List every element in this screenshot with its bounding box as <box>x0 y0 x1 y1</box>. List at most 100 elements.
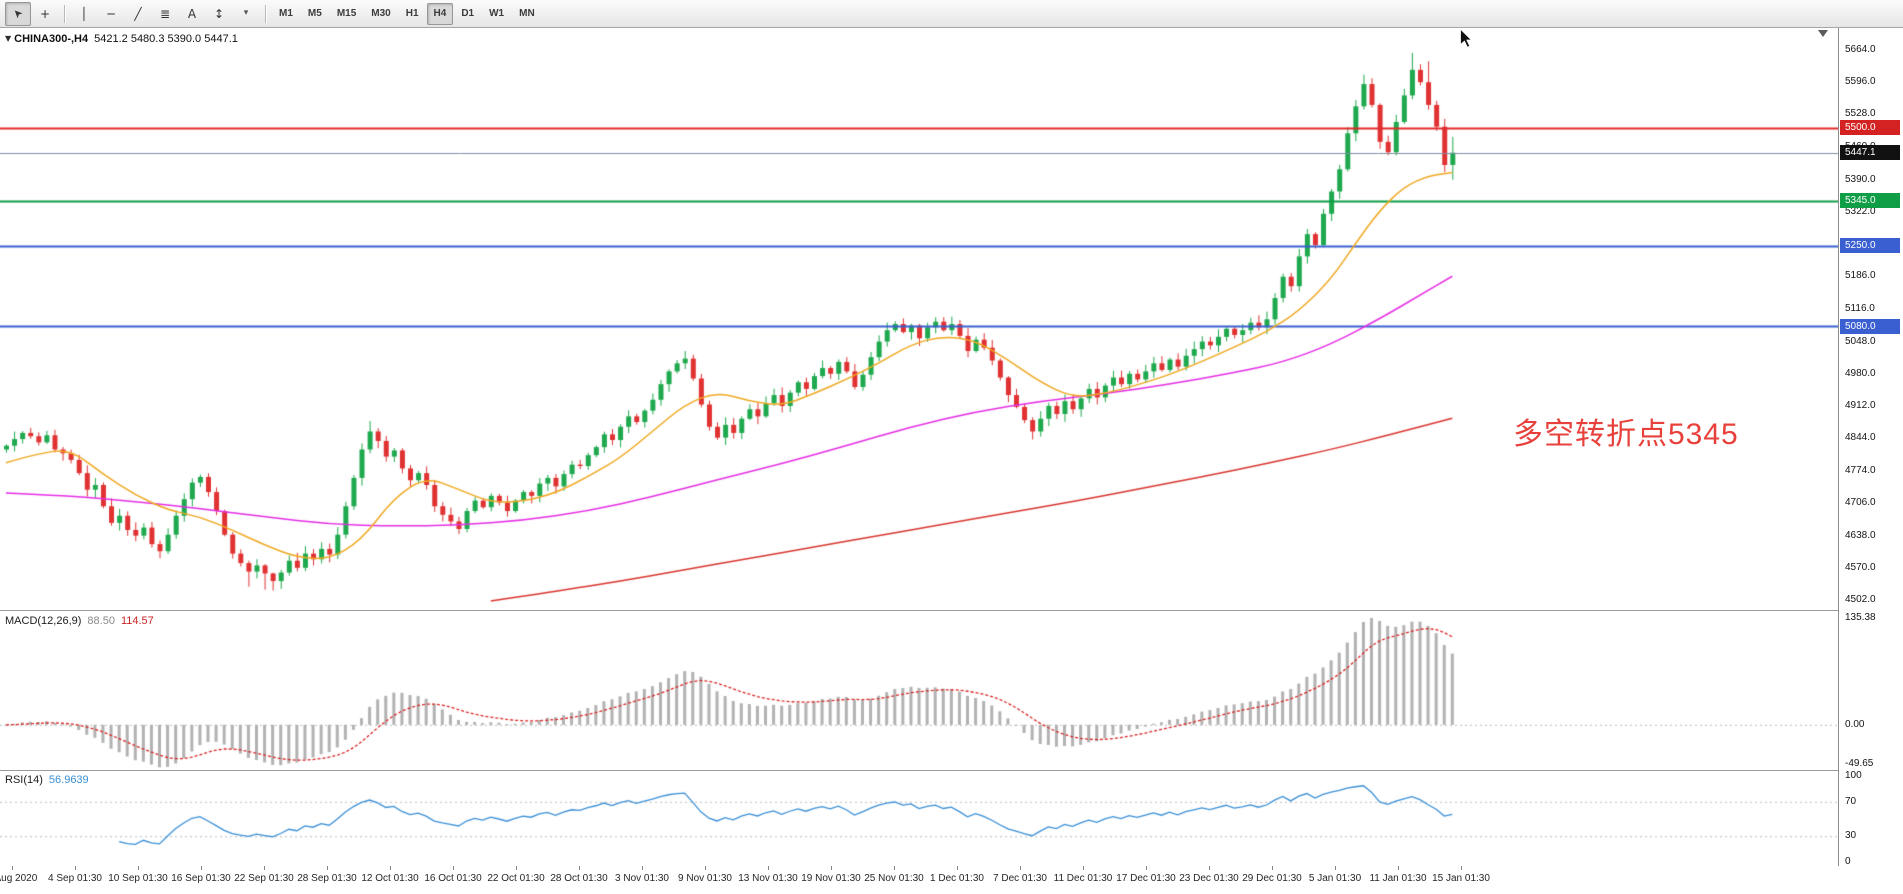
time-axis-tick <box>1083 866 1084 870</box>
timeframe-mn-button[interactable]: MN <box>519 8 535 19</box>
macd-axis-label: 0.00 <box>1845 718 1865 730</box>
panel-separator-rsi[interactable] <box>0 770 1903 771</box>
time-axis-tick <box>1461 866 1462 870</box>
rsi-axis-label: 70 <box>1845 795 1857 807</box>
price-axis-label: 5186.0 <box>1845 270 1876 282</box>
timeframe-m5-button[interactable]: M5 <box>307 8 322 19</box>
price-axis-label: 5322.0 <box>1845 205 1876 217</box>
toolbar-separator <box>265 4 266 23</box>
time-axis-tick <box>12 866 13 870</box>
time-axis-label: 5 Jan 01:30 <box>1308 873 1362 884</box>
timeframe-m30-button[interactable]: M30 <box>371 8 391 19</box>
time-axis-label: 22 Sep 01:30 <box>234 873 294 884</box>
time-axis-tick <box>1398 866 1399 870</box>
macd-signal-value: 114.57 <box>120 615 154 627</box>
trendline-icon: ╱ <box>134 6 142 21</box>
price-axis-label: 4570.0 <box>1845 561 1876 573</box>
time-axis-label: 23 Dec 01:30 <box>1179 873 1239 884</box>
price-tag-5345.0: 5345.0 <box>1840 193 1900 209</box>
tool-trendline-button[interactable]: ╱ <box>125 2 151 26</box>
time-axis-tick <box>1020 866 1021 870</box>
price-axis-label: 4638.0 <box>1845 529 1876 541</box>
timeframe-m1-button[interactable]: M1 <box>279 8 293 19</box>
macd-name: MACD(12,26,9) <box>5 615 82 627</box>
time-axis-tick <box>264 866 265 870</box>
tool-vertical-line-button[interactable]: │ <box>71 2 97 26</box>
chart-annotation: 多空转折点5345 <box>1513 418 1739 451</box>
rsi-axis-label: 0 <box>1845 856 1851 867</box>
time-axis-label: 22 Oct 01:30 <box>487 873 545 884</box>
tool-crosshair-button[interactable]: + <box>32 2 58 26</box>
tool-caret-button[interactable]: ▾ <box>233 2 259 26</box>
time-axis-label: 17 Dec 01:30 <box>1116 873 1176 884</box>
price-axis-label: 4502.0 <box>1845 594 1876 605</box>
time-axis-tick <box>579 866 580 870</box>
price-axis-label: 5048.0 <box>1845 335 1876 347</box>
timeframe-w1-button[interactable]: W1 <box>489 8 505 19</box>
time-axis-label: 1 Aug 2020 <box>0 873 38 884</box>
time-axis-label: 1 Dec 01:30 <box>930 873 984 884</box>
price-axis-label: 4774.0 <box>1845 465 1876 477</box>
tool-text-button[interactable]: A <box>179 2 205 26</box>
toolbar: ➤ + │ ─ ╱ ≣ A ↕ ▾ M1 M5 M15 M30 H1 H4 D1 W1 MN <box>0 0 1903 28</box>
macd-axis-label: 135.38 <box>1845 612 1876 623</box>
time-axis-label: 16 Oct 01:30 <box>424 873 482 884</box>
time-axis-tick <box>1272 866 1273 870</box>
timeframe-h4-button[interactable]: H4 <box>426 2 454 25</box>
time-axis-label: 16 Sep 01:30 <box>171 873 231 884</box>
time-axis-tick <box>327 866 328 870</box>
time-axis-tick <box>138 866 139 870</box>
horizontal-line-icon: ─ <box>107 6 115 21</box>
rsi-axis-label: 100 <box>1845 770 1862 781</box>
time-axis-label: 12 Oct 01:30 <box>361 873 419 884</box>
one-click-trading-icon[interactable]: ▼ <box>5 34 12 43</box>
time-axis-tick <box>642 866 643 870</box>
price-axis-label: 4706.0 <box>1845 497 1876 509</box>
symbol-period-label: CHINA300-,H4 <box>14 33 89 45</box>
chart-title: ▼ CHINA300-,H4 5421.2 5480.3 5390.0 5447.1 <box>5 33 238 45</box>
price-axis-label: 5664.0 <box>1845 44 1876 55</box>
text-icon: A <box>187 6 197 21</box>
time-axis-label: 11 Jan 01:30 <box>1369 873 1427 884</box>
price-tag-5250.0: 5250.0 <box>1840 238 1900 254</box>
caret-icon: ▾ <box>243 8 249 18</box>
arrows-icon: ↕ <box>213 6 225 21</box>
time-axis-label: 28 Oct 01:30 <box>550 873 608 884</box>
panel-separator-macd[interactable] <box>0 610 1903 611</box>
time-axis-label: 7 Dec 01:30 <box>993 873 1047 884</box>
time-axis-tick <box>957 866 958 870</box>
rsi-indicator-label: RSI(14) 56.9639 <box>5 774 89 786</box>
timeframe-m15-button[interactable]: M15 <box>336 8 357 19</box>
timeframe-h1-button[interactable]: H1 <box>405 8 419 19</box>
timeframe-d1-button[interactable]: D1 <box>461 8 475 19</box>
price-axis-label: 4980.0 <box>1845 367 1876 379</box>
time-axis-tick <box>1209 866 1210 870</box>
time-axis-tick <box>516 866 517 870</box>
price-axis[interactable]: 5664.05596.05528.05460.05390.05322.05254… <box>1838 28 1903 867</box>
mouse-cursor-icon <box>1460 29 1473 48</box>
price-axis-label: 5596.0 <box>1845 76 1876 88</box>
price-axis-label: 5528.0 <box>1845 108 1876 120</box>
tool-arrows-button[interactable]: ↕ <box>206 2 232 26</box>
chart-region: ▼ CHINA300-,H4 5421.2 5480.3 5390.0 5447.1… <box>0 28 1903 894</box>
tool-cursor-button[interactable]: ➤ <box>5 1 31 26</box>
time-axis-tick <box>705 866 706 870</box>
time-axis-label: 10 Sep 01:30 <box>108 873 168 884</box>
time-axis-label: 13 Nov 01:30 <box>738 873 798 884</box>
vertical-line-icon: │ <box>80 6 88 21</box>
time-axis-tick <box>1335 866 1336 870</box>
toolbar-separator <box>64 4 65 23</box>
time-axis-label: 19 Nov 01:30 <box>801 873 861 884</box>
price-tag-5080.0: 5080.0 <box>1840 318 1900 334</box>
chart-shift-marker[interactable] <box>1818 30 1828 37</box>
price-tag-5447.1: 5447.1 <box>1840 145 1900 161</box>
tool-horizontal-line-button[interactable]: ─ <box>98 2 124 26</box>
price-tag-5500.0: 5500.0 <box>1840 120 1900 136</box>
time-axis-label: 4 Sep 01:30 <box>48 873 102 884</box>
tool-fibonacci-button[interactable]: ≣ <box>152 2 178 26</box>
time-axis-label: 9 Nov 01:30 <box>678 873 732 884</box>
price-chart-canvas[interactable] <box>0 28 1838 866</box>
time-axis-tick <box>831 866 832 870</box>
